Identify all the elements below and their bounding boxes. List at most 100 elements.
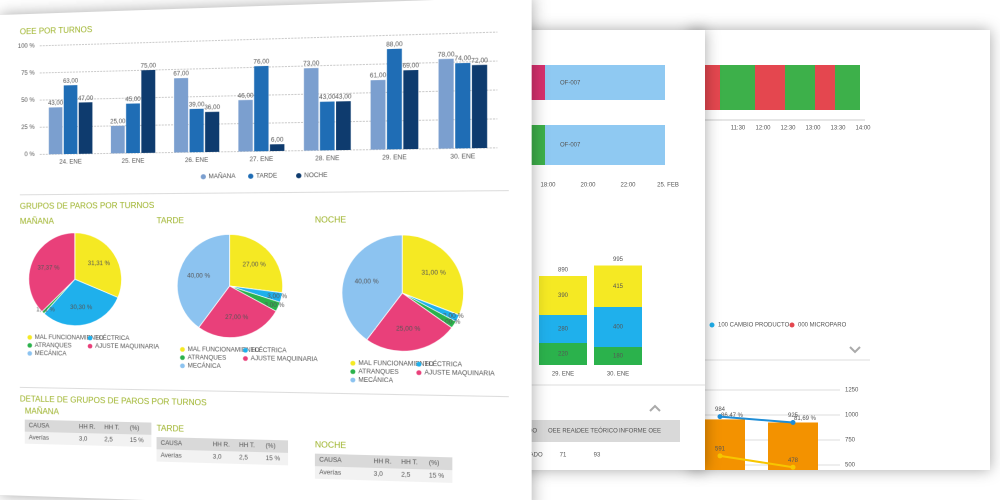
x-tick-label: 25. ENE	[122, 159, 145, 165]
data-label: 76,00	[253, 59, 270, 66]
total-label: 890	[558, 268, 569, 274]
x-tick-label: 22:00	[620, 183, 636, 189]
panel-canvas: 500 750 1000 1250 86,47 % 81,69 % 984 925 591 478…	[690, 65, 871, 470]
x-tick-label: 14:00	[855, 126, 871, 132]
bar	[254, 65, 269, 152]
cell: 15 %	[266, 456, 281, 463]
data-label: 69,00	[403, 63, 420, 70]
grid-line	[40, 119, 498, 127]
header-cell: HH T.	[104, 425, 120, 432]
x-tick-label: 29. ENE	[382, 155, 407, 162]
header-cell: (%)	[429, 461, 439, 468]
x-tick-label: 11:30	[731, 126, 746, 132]
section-title: DETALLE DE GRUPOS DE PAROS POR TURNOS	[20, 394, 207, 407]
x-tick-label: 28. ENE	[315, 156, 339, 163]
cell: Averías	[161, 453, 182, 460]
y2-tick-label: 1000	[845, 413, 859, 419]
y2-tick-label: 1250	[845, 388, 859, 394]
data-label: 75,00	[141, 63, 157, 70]
header-cell: (%)	[130, 426, 140, 432]
data-label: 43,00	[319, 95, 336, 102]
cell: 71	[560, 453, 567, 459]
bar	[303, 67, 319, 151]
collapse-chevron[interactable]	[849, 346, 861, 354]
legend-label: ATRANQUES	[358, 369, 398, 376]
legend-label: 100 CAMBIO PRODUCTO	[718, 323, 790, 329]
y-tick-label: 75 %	[21, 71, 35, 77]
data-label: 3,00 %	[267, 294, 288, 300]
table-title: NOCHE	[315, 440, 346, 450]
data-label: 86,47 %	[721, 413, 744, 419]
expand-chevron[interactable]	[649, 404, 661, 412]
x-tick-label: 20:00	[580, 183, 596, 189]
data-label: 63,00	[63, 79, 79, 85]
divider	[20, 191, 509, 195]
legend-swatch	[296, 173, 302, 179]
cell: 2,5	[239, 455, 249, 462]
legend-label: ELÉCTRICA	[424, 361, 462, 369]
legend-swatch	[709, 322, 715, 328]
gantt-bar	[545, 125, 665, 165]
data-label: 984	[715, 407, 726, 413]
bar-segment	[594, 265, 642, 307]
pie-slice	[29, 233, 75, 312]
data-label: 2,00 %	[443, 314, 465, 321]
timeline-block	[720, 65, 755, 110]
y2-tick-label: 750	[845, 438, 856, 444]
legend-label: ELÉCTRICA	[95, 335, 129, 343]
legend-label: MAL FUNCIONAMIENTO	[188, 347, 260, 354]
x-tick-label: 13:00	[805, 126, 821, 132]
bar	[403, 69, 419, 150]
legend-swatch	[180, 355, 185, 361]
legend-label: TARDE	[256, 173, 277, 179]
bar-segment	[594, 347, 642, 365]
table-title: TARDE	[157, 424, 184, 434]
legend-swatch	[789, 322, 795, 328]
legend-swatch	[416, 370, 422, 376]
data-label: 36,00	[204, 105, 220, 112]
legend-swatch	[27, 335, 33, 340]
bar	[269, 144, 285, 152]
data-label: 78,00	[438, 52, 456, 59]
legend-label: MECÁNICA	[35, 350, 67, 358]
y2-tick-label: 500	[845, 463, 856, 469]
pie-slice	[402, 235, 463, 315]
data-label: 40,00 %	[355, 279, 380, 285]
data-label: 81,69 %	[794, 416, 817, 422]
header-cell: INFORME OEE	[619, 429, 661, 435]
chart-title: OEE POR TURNOS	[20, 25, 92, 36]
x-tick-label: 26. ENE	[185, 158, 208, 165]
header-cell: CAUSA	[161, 441, 182, 448]
data-label: 591	[715, 446, 726, 452]
table-header	[24, 419, 152, 435]
data-label: 25,00	[110, 119, 126, 125]
cell: Averías	[29, 435, 49, 442]
data-label: 400	[613, 325, 624, 331]
table-row	[24, 431, 152, 448]
pie-slice	[342, 235, 402, 340]
data-label: 280	[558, 327, 569, 333]
table-header	[500, 420, 680, 442]
legend-label: AJUSTE MAQUINARIA	[424, 370, 494, 378]
legend-label: MAÑANA	[209, 173, 236, 181]
data-label: 72,00	[471, 58, 489, 65]
data-label: 39,00	[189, 102, 205, 109]
bar	[189, 108, 204, 153]
legend-label: ELÉCTRICA	[251, 347, 287, 355]
legend-label: MAL FUNCIONAMIENTO	[35, 335, 104, 342]
x-tick-label: 18:00	[540, 183, 556, 189]
legend-swatch	[350, 369, 356, 375]
cell: 2,5	[104, 437, 113, 443]
grid-line	[40, 90, 498, 100]
timeline-block	[700, 65, 720, 110]
legend-label: MAL FUNCIONAMIENTO	[358, 361, 434, 369]
data-label: 37,37 %	[37, 266, 60, 272]
data-label: 74,00	[454, 56, 472, 63]
bar	[174, 77, 189, 153]
data-label: 67,00	[173, 71, 189, 78]
data-label: 6,00	[271, 137, 284, 143]
bar	[141, 69, 156, 153]
timeline-block	[755, 65, 785, 110]
header-cell: CAUSA	[29, 423, 50, 430]
data-label: 45,00	[125, 97, 141, 104]
